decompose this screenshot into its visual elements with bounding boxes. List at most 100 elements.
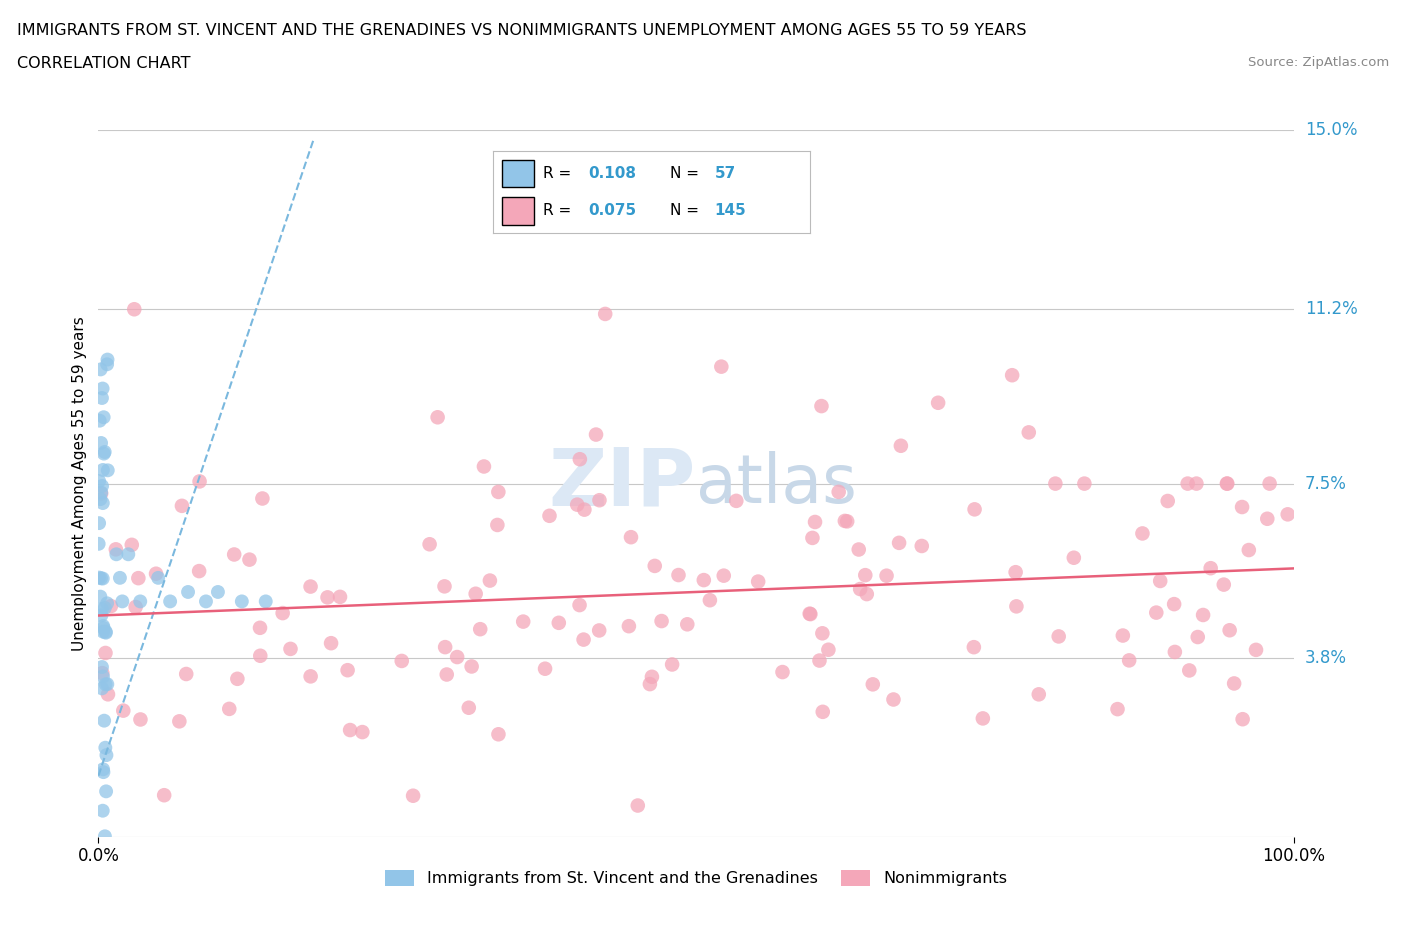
Nonimmigrants (620, 530, 643, 545)
Nonimmigrants (1157, 494, 1180, 509)
Nonimmigrants (170, 498, 193, 513)
Nonimmigrants (94, 645, 117, 660)
Immigrants from St. Vincent and the Grenadines (90, 485, 112, 500)
Nonimmigrants (617, 618, 640, 633)
Nonimmigrants (1005, 599, 1028, 614)
Nonimmigrants (486, 517, 509, 532)
Nonimmigrants (574, 502, 596, 517)
Nonimmigrants (799, 606, 821, 621)
Nonimmigrants (112, 703, 135, 718)
Nonimmigrants (747, 574, 769, 589)
Nonimmigrants (129, 712, 152, 727)
Nonimmigrants (641, 670, 664, 684)
Nonimmigrants (837, 514, 859, 529)
Nonimmigrants (188, 564, 211, 578)
Text: 11.2%: 11.2% (1305, 300, 1357, 318)
Text: ZIP: ZIP (548, 445, 696, 523)
Nonimmigrants (1028, 687, 1050, 702)
Nonimmigrants (834, 513, 856, 528)
Nonimmigrants (238, 552, 260, 567)
Immigrants from St. Vincent and the Grenadines (231, 594, 253, 609)
Immigrants from St. Vincent and the Grenadines (90, 571, 112, 586)
Nonimmigrants (593, 307, 616, 322)
Nonimmigrants (218, 701, 240, 716)
Immigrants from St. Vincent and the Grenadines (96, 357, 118, 372)
Nonimmigrants (849, 581, 872, 596)
Immigrants from St. Vincent and the Grenadines (94, 601, 117, 616)
Immigrants from St. Vincent and the Grenadines (148, 570, 170, 585)
Immigrants from St. Vincent and the Grenadines (94, 829, 117, 844)
Nonimmigrants (828, 485, 851, 499)
Immigrants from St. Vincent and the Grenadines (91, 381, 114, 396)
Nonimmigrants (299, 579, 322, 594)
Nonimmigrants (464, 586, 486, 601)
Legend: Immigrants from St. Vincent and the Grenadines, Nonimmigrants: Immigrants from St. Vincent and the Gren… (378, 863, 1014, 893)
Nonimmigrants (1216, 476, 1239, 491)
Nonimmigrants (145, 566, 167, 581)
Immigrants from St. Vincent and the Grenadines (90, 362, 112, 377)
Immigrants from St. Vincent and the Grenadines (96, 748, 118, 763)
Nonimmigrants (457, 700, 479, 715)
Nonimmigrants (316, 590, 339, 604)
Nonimmigrants (811, 626, 834, 641)
Text: IMMIGRANTS FROM ST. VINCENT AND THE GRENADINES VS NONIMMIGRANTS UNEMPLOYMENT AMO: IMMIGRANTS FROM ST. VINCENT AND THE GREN… (17, 23, 1026, 38)
Immigrants from St. Vincent and the Grenadines (129, 594, 152, 609)
Immigrants from St. Vincent and the Grenadines (91, 624, 114, 639)
Nonimmigrants (890, 438, 912, 453)
Immigrants from St. Vincent and the Grenadines (91, 479, 114, 494)
Nonimmigrants (90, 486, 112, 501)
Nonimmigrants (1258, 476, 1281, 491)
Immigrants from St. Vincent and the Grenadines (89, 492, 111, 507)
Nonimmigrants (853, 567, 876, 582)
Nonimmigrants (121, 538, 143, 552)
Immigrants from St. Vincent and the Grenadines (91, 462, 114, 477)
Immigrants from St. Vincent and the Grenadines (91, 762, 114, 777)
Nonimmigrants (1149, 574, 1171, 589)
Nonimmigrants (486, 485, 509, 499)
Immigrants from St. Vincent and the Grenadines (90, 608, 112, 623)
Nonimmigrants (391, 654, 413, 669)
Nonimmigrants (811, 704, 834, 719)
Nonimmigrants (1237, 542, 1260, 557)
Nonimmigrants (434, 640, 457, 655)
Nonimmigrants (572, 632, 595, 647)
Nonimmigrants (676, 617, 699, 631)
Nonimmigrants (1018, 425, 1040, 440)
Nonimmigrants (436, 667, 458, 682)
Nonimmigrants (668, 567, 690, 582)
Immigrants from St. Vincent and the Grenadines (89, 473, 111, 488)
Immigrants from St. Vincent and the Grenadines (90, 681, 112, 696)
Immigrants from St. Vincent and the Grenadines (93, 620, 115, 635)
Nonimmigrants (1192, 607, 1215, 622)
Immigrants from St. Vincent and the Grenadines (91, 496, 114, 511)
Nonimmigrants (252, 491, 274, 506)
Nonimmigrants (588, 493, 610, 508)
Nonimmigrants (799, 606, 821, 621)
Nonimmigrants (1132, 526, 1154, 541)
Immigrants from St. Vincent and the Grenadines (97, 463, 120, 478)
Nonimmigrants (402, 789, 425, 804)
Nonimmigrants (801, 530, 824, 545)
Nonimmigrants (488, 727, 510, 742)
Nonimmigrants (1063, 551, 1085, 565)
Nonimmigrants (1223, 676, 1246, 691)
Nonimmigrants (588, 623, 610, 638)
Immigrants from St. Vincent and the Grenadines (96, 596, 118, 611)
Nonimmigrants (460, 659, 482, 674)
Nonimmigrants (299, 669, 322, 684)
Nonimmigrants (97, 687, 120, 702)
Nonimmigrants (855, 587, 877, 602)
Nonimmigrants (804, 514, 827, 529)
Nonimmigrants (1112, 628, 1135, 643)
Nonimmigrants (627, 798, 650, 813)
Nonimmigrants (1232, 711, 1254, 726)
Nonimmigrants (1107, 701, 1129, 716)
Nonimmigrants (124, 600, 146, 615)
Nonimmigrants (972, 711, 994, 725)
Nonimmigrants (568, 598, 591, 613)
Nonimmigrants (100, 599, 122, 614)
Nonimmigrants (419, 537, 441, 551)
Text: 15.0%: 15.0% (1305, 121, 1357, 140)
Nonimmigrants (433, 578, 456, 593)
Nonimmigrants (1047, 629, 1070, 644)
